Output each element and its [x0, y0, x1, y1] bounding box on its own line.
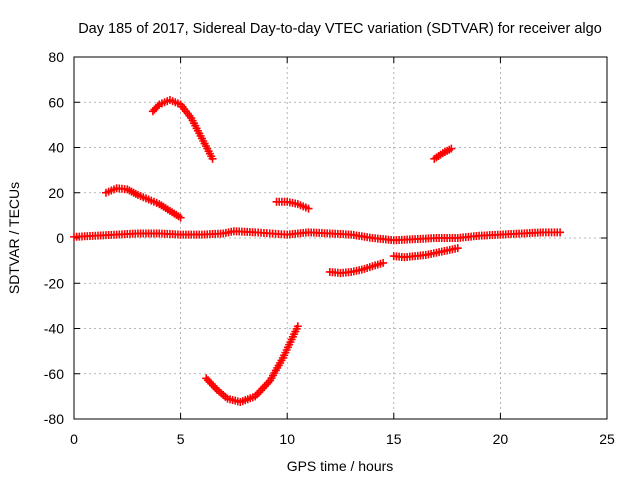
series-pass-c — [202, 322, 302, 407]
data-point — [453, 244, 462, 253]
data-point — [258, 384, 267, 393]
x-axis-title: GPS time / hours — [287, 458, 394, 474]
x-tick-label: 25 — [599, 431, 615, 447]
series-pass-a — [101, 184, 185, 222]
y-tick-label: -80 — [44, 411, 64, 427]
series-pass-g — [430, 144, 456, 163]
x-tick-label: 5 — [177, 431, 185, 447]
data-point — [153, 102, 162, 111]
y-tick-label: 0 — [56, 230, 64, 246]
y-tick-label: 80 — [48, 49, 64, 65]
data-point — [262, 380, 271, 389]
y-tick-label: 20 — [48, 185, 64, 201]
series-baseline — [70, 227, 565, 245]
y-tick-label: -40 — [44, 321, 64, 337]
x-tick-label: 10 — [279, 431, 295, 447]
data-point — [256, 386, 265, 395]
data-point — [176, 213, 185, 222]
data-point — [293, 322, 302, 331]
x-tick-label: 20 — [493, 431, 509, 447]
series-pass-d — [272, 197, 313, 213]
y-tick-label: 40 — [48, 140, 64, 156]
series-pass-f — [389, 244, 462, 262]
y-tick-label: -60 — [44, 366, 64, 382]
y-tick-label: -20 — [44, 275, 64, 291]
data-point — [260, 382, 269, 391]
data-point — [304, 204, 313, 213]
y-axis-title: SDTVAR / TECUs — [6, 182, 22, 294]
data-point — [208, 154, 217, 163]
y-tick-label: 60 — [48, 94, 64, 110]
chart-title: Day 185 of 2017, Sidereal Day-to-day VTE… — [78, 21, 602, 37]
data-point — [379, 258, 388, 267]
data-series — [70, 95, 565, 407]
data-point — [254, 388, 263, 397]
series-pass-b — [148, 95, 217, 163]
x-tick-label: 0 — [70, 431, 78, 447]
series-pass-e — [325, 258, 388, 278]
data-point — [447, 144, 456, 153]
x-axis: 0 5 10 15 20 25 — [70, 57, 615, 447]
y-axis: -80 -60 -40 -20 0 20 40 60 80 — [44, 49, 607, 427]
x-tick-label: 15 — [386, 431, 402, 447]
data-point — [556, 228, 565, 237]
